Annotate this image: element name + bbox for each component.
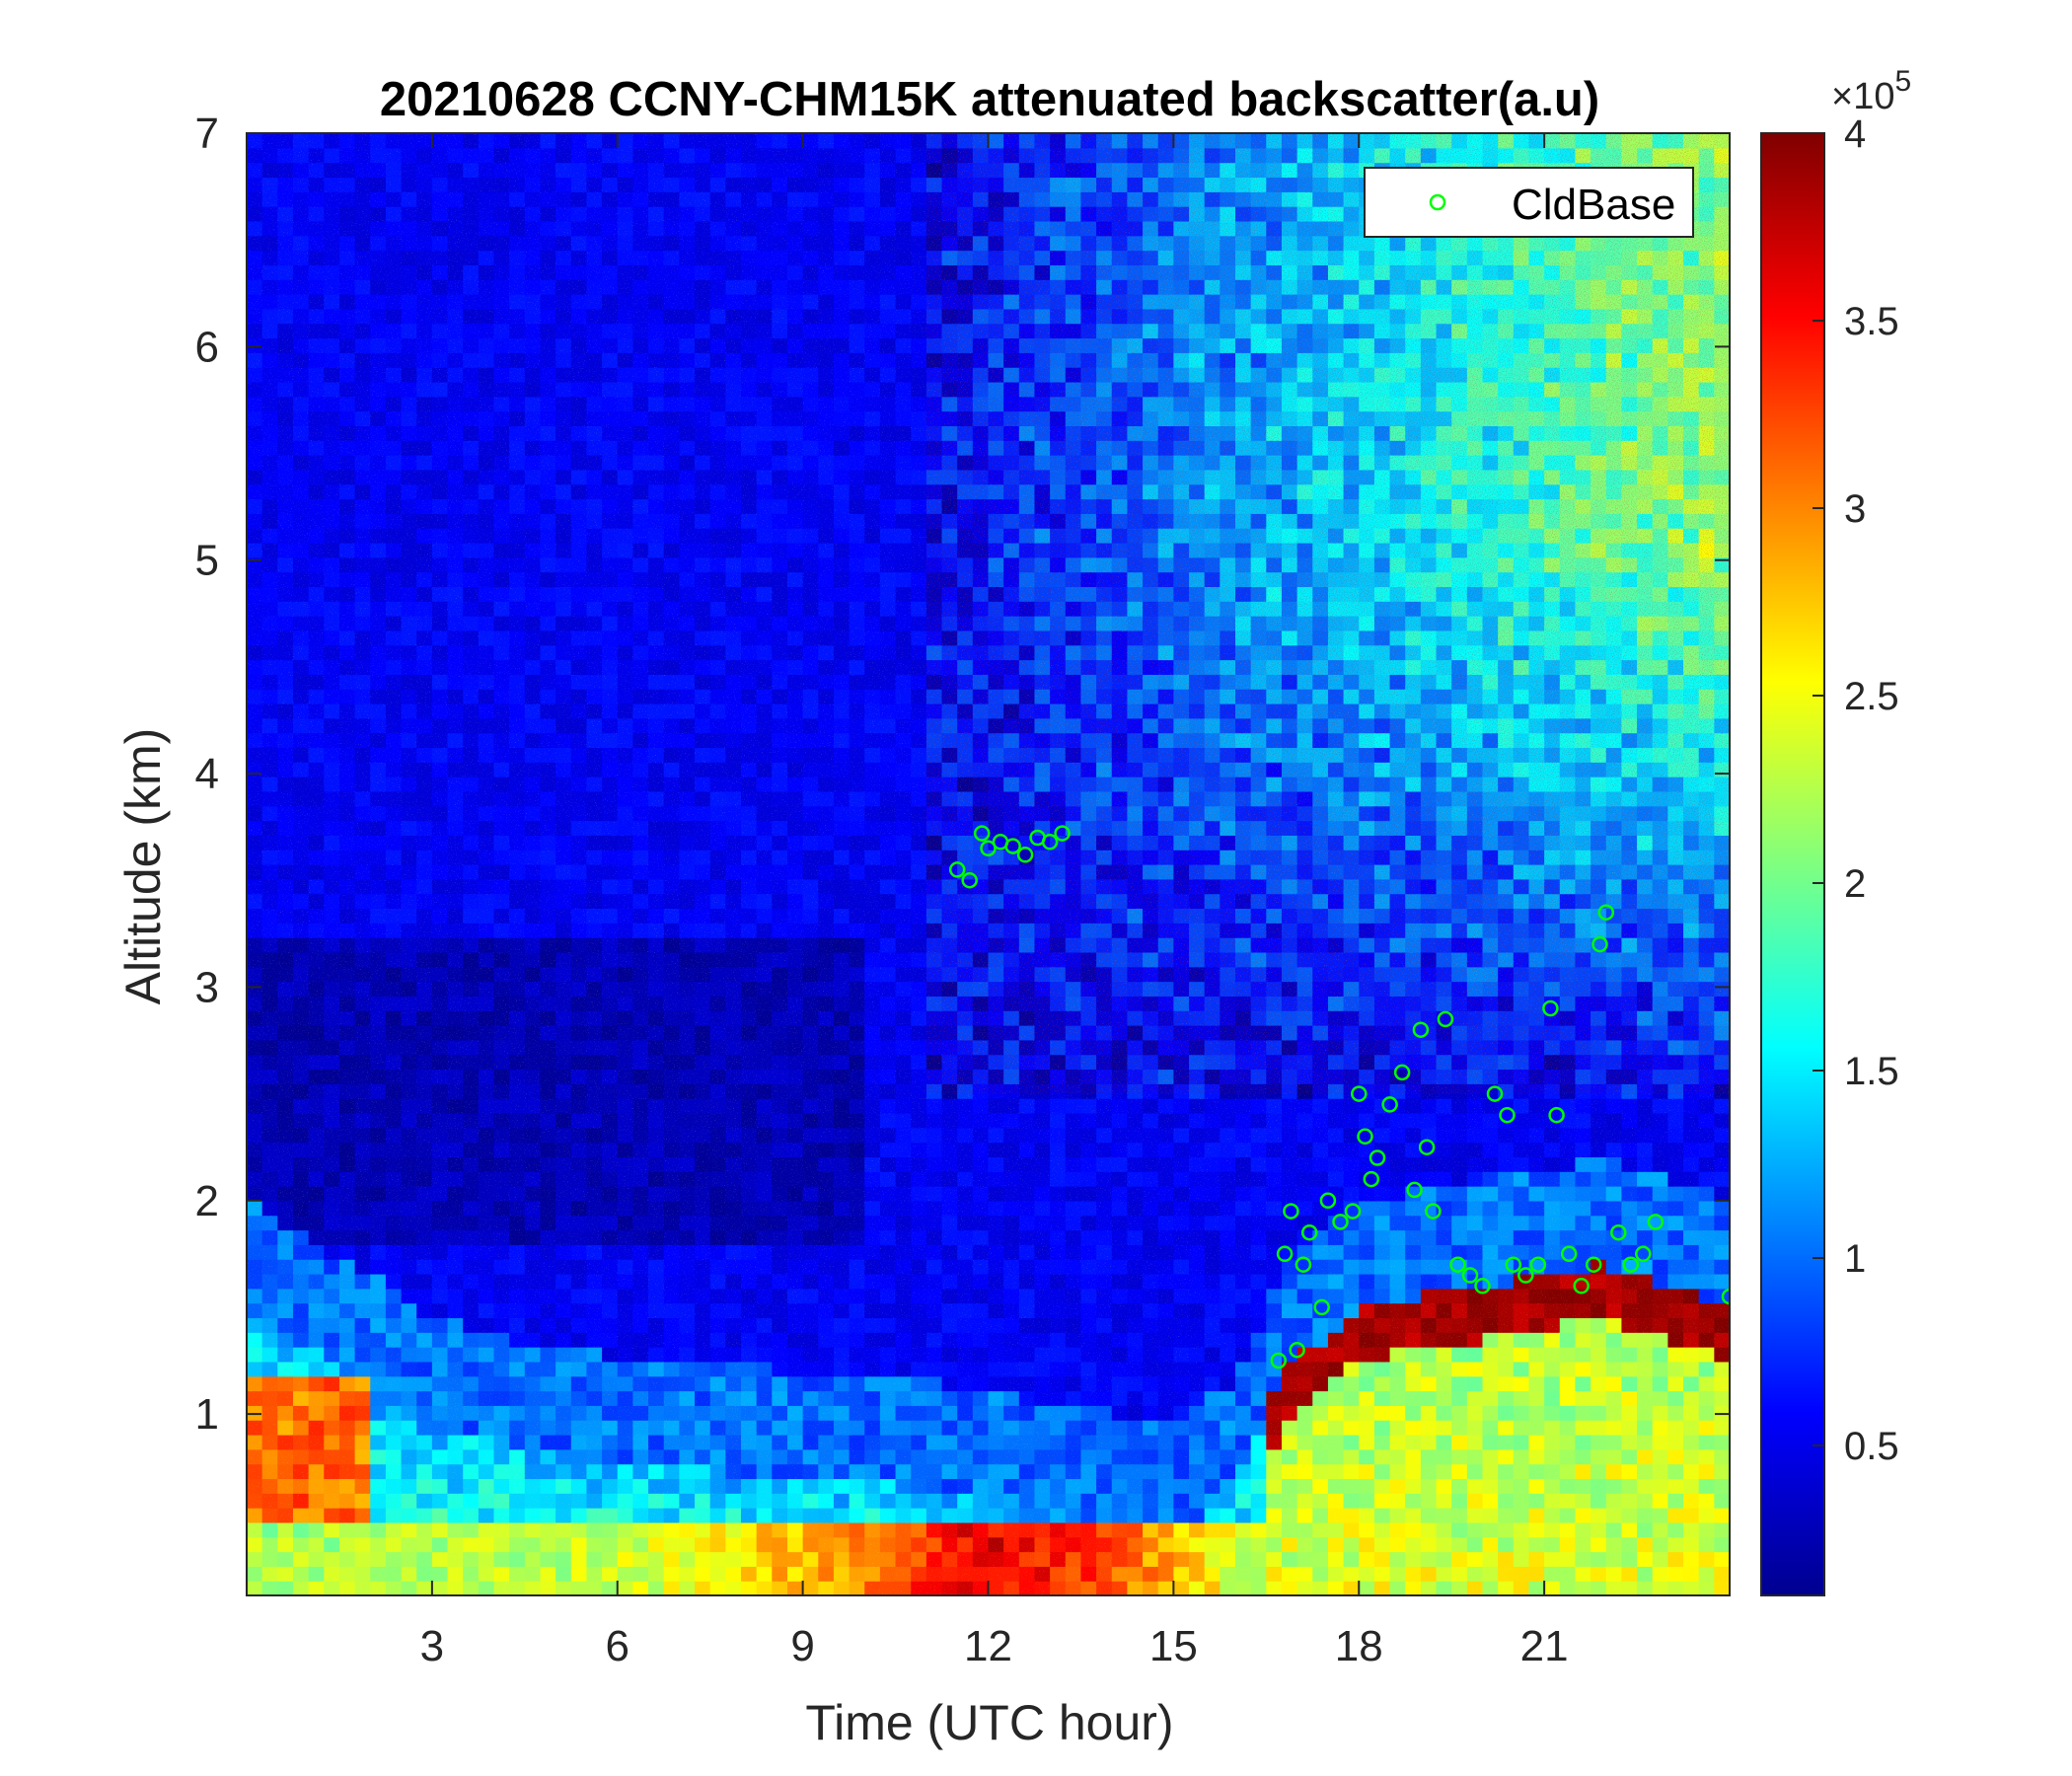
cldbase-point: [1319, 1192, 1337, 1210]
y-tick-label: 2: [195, 1177, 219, 1225]
y-tick-label: 1: [195, 1390, 219, 1439]
x-tick-label: 6: [606, 1622, 629, 1670]
cldbase-point: [1548, 1106, 1565, 1124]
plot-area: [246, 132, 1731, 1596]
cldbase-point: [1560, 1245, 1578, 1263]
cldbase-point: [980, 840, 997, 857]
colorbar-tick-label: 2.5: [1844, 675, 1899, 718]
cldbase-point: [1295, 1256, 1312, 1273]
cldbase-point: [1289, 1341, 1305, 1359]
cldbase-point: [1474, 1278, 1491, 1295]
cldbase-point: [1542, 999, 1559, 1017]
colorbar-exponent: ×105: [1831, 65, 1911, 117]
cldbase-point: [1499, 1106, 1516, 1124]
colorbar-ticks: 0.5 1 1.5 2 2.5 3 3.5 4: [1813, 112, 1899, 1468]
cloud-base-markers: [948, 825, 1730, 1369]
cldbase-point: [1004, 838, 1021, 854]
cldbase-point: [1412, 1021, 1430, 1038]
cldbase-point: [1406, 1181, 1423, 1199]
x-tick-label: 15: [1149, 1622, 1198, 1670]
cldbase-point: [1357, 1128, 1373, 1146]
cldbase-point: [948, 861, 966, 878]
cldbase-point: [1332, 1214, 1349, 1230]
y-tick-label: 6: [195, 323, 219, 371]
cldbase-point: [1016, 847, 1034, 863]
x-axis: 3 6 9 12 15 18 21: [420, 133, 1569, 1670]
chart-title: 20210628 CCNY-CHM15K attenuated backscat…: [380, 73, 1599, 126]
legend-box: [1364, 167, 1694, 238]
x-tick-label: 12: [964, 1622, 1012, 1670]
heatmap-field: [247, 133, 1730, 1595]
colorbar-tick-label: 3: [1844, 487, 1866, 531]
x-tick-label: 9: [790, 1622, 814, 1670]
cldbase-point: [1486, 1085, 1504, 1102]
cldbase-point: [1313, 1298, 1330, 1316]
legend: CldBase: [1364, 167, 1694, 238]
y-tick-label: 7: [195, 110, 219, 158]
cldbase-point: [1591, 935, 1608, 953]
x-tick-label: 21: [1520, 1622, 1569, 1670]
colorbar-tick-label: 4: [1844, 112, 1866, 156]
cldbase-point: [1283, 1203, 1299, 1220]
cldbase-point: [1351, 1085, 1368, 1102]
colorbar-tick-label: 1.5: [1844, 1050, 1899, 1093]
x-axis-label: Time (UTC hour): [805, 1695, 1173, 1750]
cldbase-point: [973, 825, 991, 842]
cldbase-point: [1573, 1278, 1590, 1295]
cldbase-point: [1647, 1214, 1665, 1230]
cldbase-point: [1393, 1064, 1411, 1081]
y-tick-label: 3: [195, 963, 219, 1011]
legend-marker-cldbase: [1429, 193, 1446, 211]
x-tick-label: 3: [420, 1622, 444, 1670]
y-tick-label: 5: [195, 537, 219, 585]
cldbase-point: [1622, 1256, 1640, 1273]
cldbase-point: [1381, 1096, 1398, 1113]
cldbase-point: [1517, 1267, 1534, 1284]
cldbase-point: [1437, 1010, 1454, 1028]
colorbar-tick-label: 0.5: [1844, 1425, 1899, 1468]
cldbase-point: [1529, 1256, 1547, 1273]
cldbase-point: [1721, 1288, 1730, 1305]
cldbase-point: [1449, 1256, 1466, 1273]
cldbase-point: [1505, 1256, 1522, 1273]
cldbase-point: [1610, 1223, 1627, 1241]
colorbar-tick-label: 1: [1844, 1237, 1866, 1281]
cldbase-point: [1461, 1267, 1479, 1284]
legend-label-cldbase: CldBase: [1512, 181, 1675, 229]
cldbase-point: [1344, 1203, 1362, 1220]
cldbase-point: [1585, 1256, 1602, 1273]
cldbase-point: [1635, 1245, 1652, 1263]
x-tick-label: 18: [1335, 1622, 1383, 1670]
y-axis: 1 2 3 4 5 6 7: [195, 110, 1730, 1439]
colorbar-tick-label: 2: [1844, 862, 1866, 906]
cldbase-point: [1270, 1352, 1288, 1369]
colorbar-tick-label: 3.5: [1844, 300, 1899, 343]
colorbar: 0.5 1 1.5 2 2.5 3 3.5 4 ×105: [1760, 65, 1911, 1596]
cldbase-point: [961, 871, 978, 889]
cldbase-point: [1300, 1223, 1318, 1241]
cldbase-point: [1054, 825, 1071, 842]
cldbase-point: [1418, 1139, 1436, 1155]
cldbase-point: [1425, 1203, 1442, 1220]
cldbase-point: [1363, 1170, 1380, 1188]
y-tick-label: 4: [195, 750, 219, 798]
y-axis-label: Altitude (km): [115, 728, 171, 1005]
colorbar-gradient: [1760, 132, 1825, 1596]
cldbase-point: [1597, 904, 1615, 921]
cldbase-point: [1041, 834, 1059, 851]
cldbase-point: [1369, 1149, 1386, 1166]
cldbase-point: [1276, 1245, 1294, 1263]
